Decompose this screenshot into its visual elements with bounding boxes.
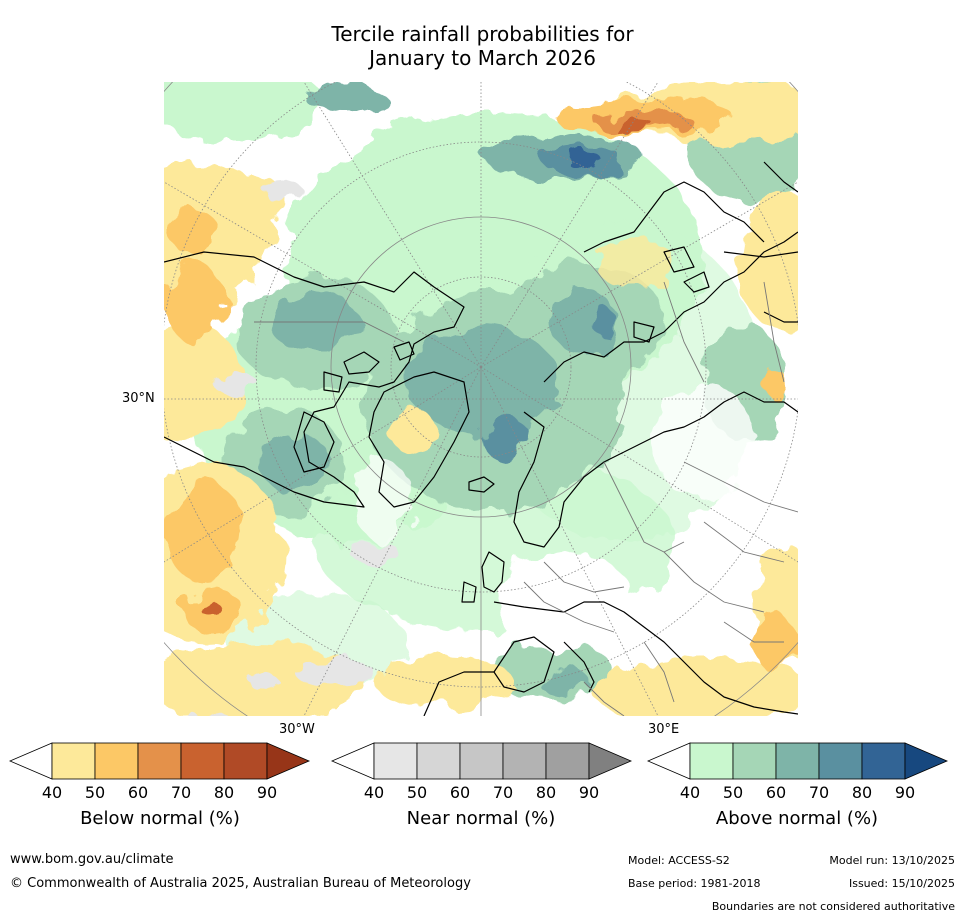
title-line-1: Tercile rainfall probabilities for <box>331 22 634 46</box>
coastlines <box>164 161 798 716</box>
website-link[interactable]: www.bom.gov.au/climate <box>10 852 174 867</box>
probability-field <box>164 82 798 716</box>
polar-map[interactable] <box>164 82 798 716</box>
chart-title: Tercile rainfall probabilities for Janua… <box>0 22 965 70</box>
base-period: Base period: 1981-2018 <box>628 877 761 890</box>
map-canvas <box>164 82 798 716</box>
longitude-label-30e: 30°E <box>648 722 680 737</box>
above-tick: 80 <box>851 783 873 802</box>
near-normal-label: Near normal (%) <box>406 808 556 829</box>
boundaries-disclaimer: Boundaries are not considered authoritat… <box>711 900 955 913</box>
above-tick: 70 <box>808 783 830 802</box>
below-normal-label: Below normal (%) <box>80 808 240 829</box>
below-tick: 80 <box>213 783 235 802</box>
model-name: Model: ACCESS-S2 <box>628 854 730 867</box>
below-tick: 90 <box>256 783 278 802</box>
above-tick: 60 <box>765 783 787 802</box>
near-normal-colorbar <box>330 742 633 780</box>
issued-date: Issued: 15/10/2025 <box>848 877 955 890</box>
near-tick: 60 <box>449 783 471 802</box>
below-tick: 60 <box>127 783 149 802</box>
near-tick: 90 <box>578 783 600 802</box>
above-tick: 50 <box>722 783 744 802</box>
near-tick: 80 <box>535 783 557 802</box>
graticule <box>164 82 798 716</box>
latitude-label-30n: 30°N <box>122 391 155 406</box>
below-tick: 50 <box>84 783 106 802</box>
above-tick: 40 <box>679 783 701 802</box>
longitude-label-30w: 30°W <box>279 722 315 737</box>
model-run-date: Model run: 13/10/2025 <box>829 854 955 867</box>
below-tick: 40 <box>41 783 63 802</box>
near-tick: 40 <box>363 783 385 802</box>
below-tick: 70 <box>170 783 192 802</box>
below-normal-colorbar <box>8 742 311 780</box>
title-line-2: January to March 2026 <box>369 46 596 70</box>
near-tick: 50 <box>406 783 428 802</box>
above-tick: 90 <box>894 783 916 802</box>
near-tick: 70 <box>492 783 514 802</box>
country-borders <box>254 281 798 716</box>
above-normal-label: Above normal (%) <box>715 808 879 829</box>
copyright-text: © Commonwealth of Australia 2025, Austra… <box>10 876 471 891</box>
above-normal-colorbar <box>646 742 949 780</box>
